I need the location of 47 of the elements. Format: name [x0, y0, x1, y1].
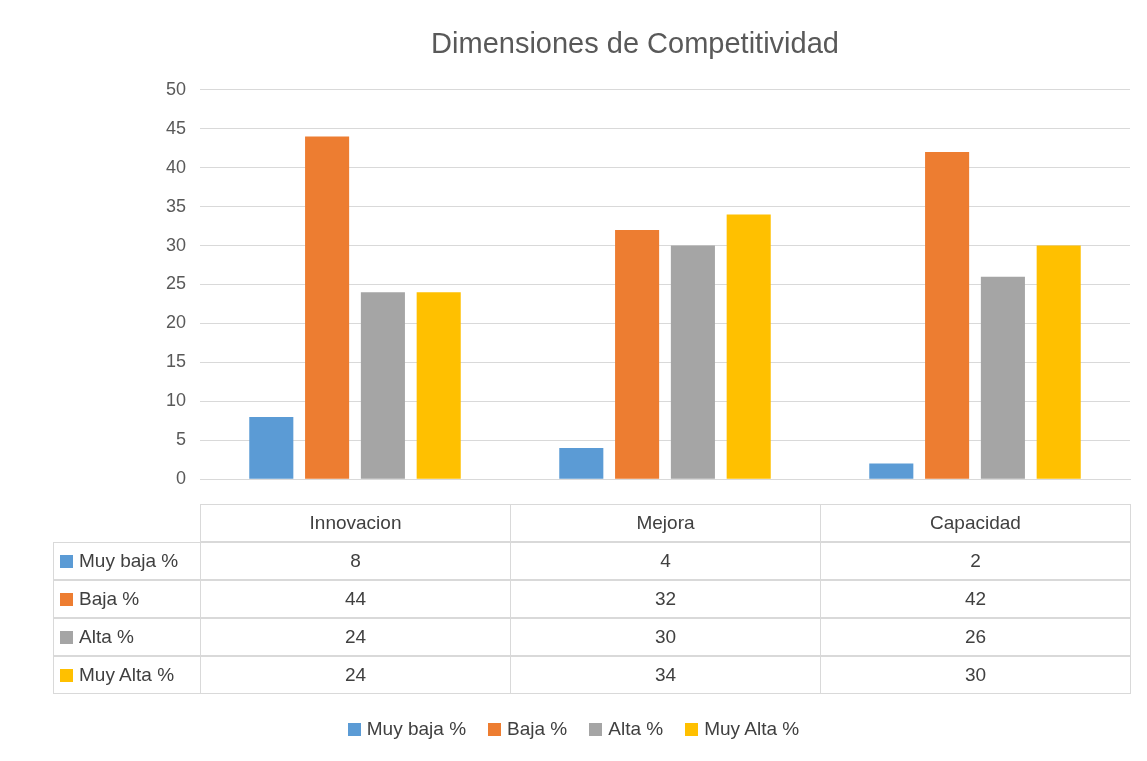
chart-title: Dimensiones de Competitividad — [431, 27, 839, 60]
data-label: 32 — [510, 580, 821, 618]
data-label: 30 — [820, 656, 1131, 694]
legend-label: Baja % — [79, 588, 140, 610]
y-tick-label: 30 — [165, 234, 186, 255]
y-tick-label: 50 — [165, 78, 186, 99]
text: Muy baja % — [366, 718, 467, 739]
legend-label: Muy baja % — [79, 550, 179, 572]
bar — [305, 136, 350, 479]
bar — [980, 276, 1025, 479]
y-tick-label: 0 — [175, 468, 186, 489]
data-label: 42 — [820, 580, 1131, 618]
x-tick-label: Capacidad — [820, 504, 1131, 542]
bar — [726, 214, 771, 479]
bar — [615, 229, 660, 479]
y-tick-label: 25 — [165, 273, 186, 294]
data-label: 34 — [510, 656, 821, 694]
data-label: 24 — [200, 618, 511, 656]
text: Alta % — [79, 626, 134, 647]
legend-label: Alta % — [608, 718, 664, 740]
y-tick-label: 20 — [165, 312, 186, 333]
bar — [925, 152, 970, 479]
y-tick-label: 40 — [165, 156, 186, 177]
bar — [869, 463, 914, 479]
data-label: 44 — [200, 580, 511, 618]
bar — [249, 416, 294, 479]
bar — [360, 292, 405, 479]
legend-label: Muy Alta % — [704, 718, 800, 740]
data-label: 24 — [200, 656, 511, 694]
y-tick-label: 15 — [165, 351, 186, 372]
y-tick-label: 45 — [165, 117, 186, 138]
bar — [416, 292, 461, 479]
bar — [670, 245, 715, 479]
bar — [1036, 245, 1081, 479]
x-tick-label: Innovacion — [200, 504, 511, 542]
data-label: 26 — [820, 618, 1131, 656]
y-tick-label: 10 — [165, 390, 186, 411]
data-label: 8 — [200, 542, 511, 580]
data-label: 4 — [510, 542, 821, 580]
y-tick-label: 35 — [165, 195, 186, 216]
data-label: 30 — [510, 618, 821, 656]
y-tick-label: 5 — [175, 429, 186, 450]
x-tick-label: Mejora — [510, 504, 821, 542]
text: Baja % — [507, 718, 568, 739]
text: Muy Alta % — [79, 664, 175, 685]
data-label: 2 — [820, 542, 1131, 580]
bar — [559, 448, 604, 479]
